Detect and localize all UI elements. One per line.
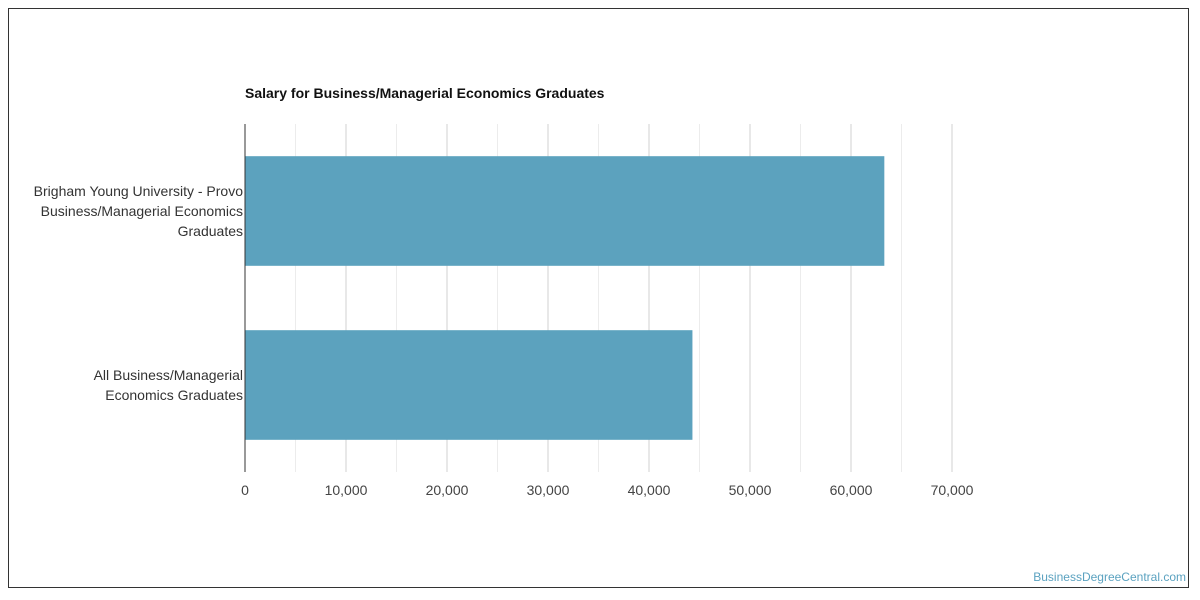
- x-tick-label: 0: [241, 482, 249, 498]
- bars: [245, 156, 885, 440]
- category-label-line: Business/Managerial Economics: [41, 203, 243, 219]
- watermark: BusinessDegreeCentral.com: [1033, 570, 1186, 584]
- category-label-line: Economics Graduates: [105, 387, 243, 403]
- category-label-0: Brigham Young University - Provo Business…: [34, 183, 244, 239]
- bar-1: [245, 330, 693, 440]
- chart-title: Salary for Business/Managerial Economics…: [245, 85, 605, 101]
- x-tick-label: 10,000: [325, 482, 368, 498]
- x-tick-label: 50,000: [729, 482, 772, 498]
- category-label-line: All Business/Managerial: [94, 367, 243, 383]
- chart-frame: [8, 8, 1189, 588]
- x-tick-label: 30,000: [527, 482, 570, 498]
- x-tick-label: 20,000: [426, 482, 469, 498]
- x-tick-label: 40,000: [628, 482, 671, 498]
- category-label-1: All Business/Managerial Economics Graduat…: [94, 367, 243, 403]
- category-labels: Brigham Young University - Provo Business…: [34, 183, 244, 403]
- x-tick-label: 70,000: [931, 482, 974, 498]
- x-tick-labels: 0 10,000 20,000 30,000 40,000 50,000 60,000 70,…: [241, 482, 974, 498]
- category-label-line: Brigham Young University - Provo: [34, 183, 244, 199]
- x-tick-label: 60,000: [830, 482, 873, 498]
- bar-0: [245, 156, 885, 266]
- category-label-line: Graduates: [178, 223, 243, 239]
